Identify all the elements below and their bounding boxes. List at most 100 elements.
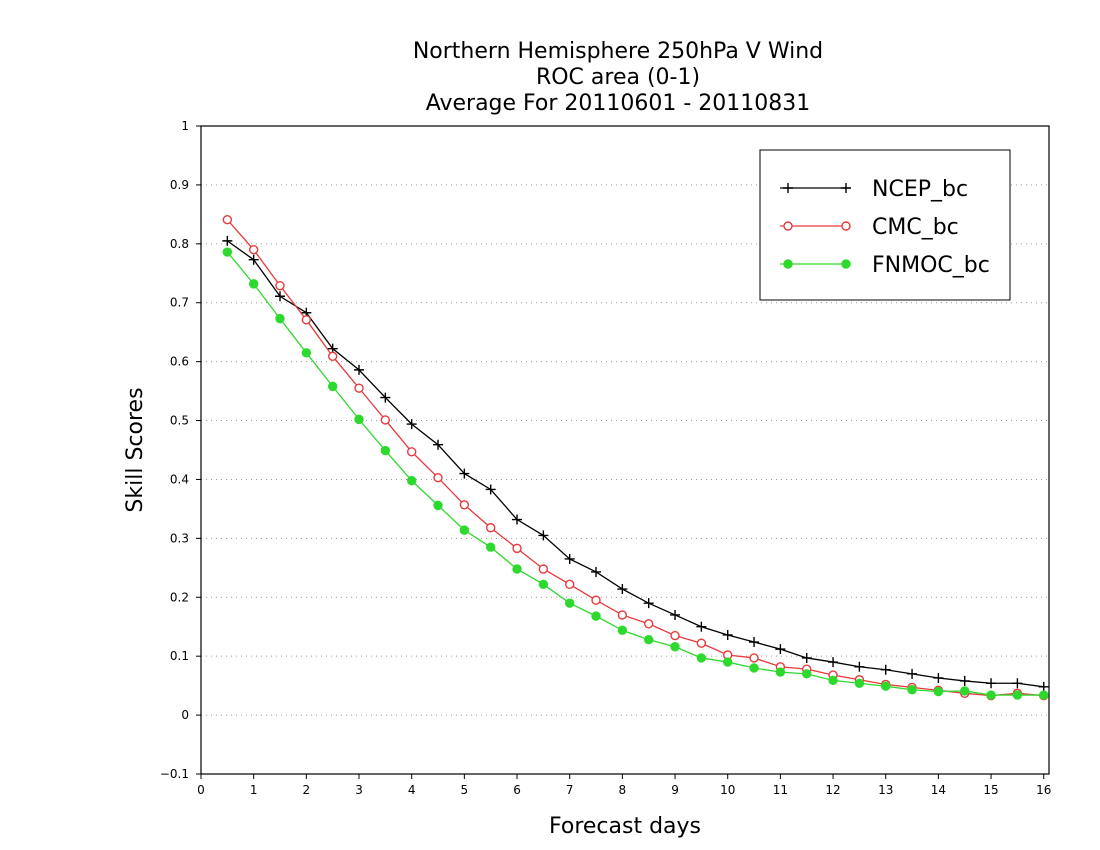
data-point-cmc-bc bbox=[459, 500, 470, 510]
x-tick-label: 6 bbox=[513, 783, 521, 797]
x-tick-label: 4 bbox=[408, 783, 416, 797]
legend-marker-ncep-bc bbox=[841, 183, 851, 193]
x-axis-label: Forecast days bbox=[549, 814, 701, 839]
data-point-cmc-bc bbox=[406, 447, 417, 457]
data-point-fnmoc-bc bbox=[1012, 690, 1023, 700]
legend-marker-cmc-bc bbox=[841, 221, 851, 231]
data-point-fnmoc-bc bbox=[960, 686, 970, 696]
data-point-ncep-bc bbox=[248, 254, 259, 265]
data-point-ncep-bc bbox=[380, 392, 391, 403]
plot-frame bbox=[200, 125, 1050, 775]
x-tick-label: 11 bbox=[773, 783, 788, 797]
y-tick-label: 0.9 bbox=[170, 178, 189, 192]
data-point-cmc-bc bbox=[248, 245, 259, 255]
y-tick-label: 0.6 bbox=[170, 355, 189, 369]
data-point-fnmoc-bc bbox=[406, 475, 417, 486]
data-point-fnmoc-bc bbox=[828, 675, 838, 686]
data-point-fnmoc-bc bbox=[485, 542, 496, 552]
data-point-fnmoc-bc bbox=[617, 625, 628, 635]
series-fnmoc-bc bbox=[222, 247, 1049, 700]
data-point-ncep-bc bbox=[222, 235, 233, 246]
data-point-ncep-bc bbox=[275, 291, 286, 302]
chart-title-line-3: Average For 20110601 - 20110831 bbox=[426, 91, 811, 116]
data-point-ncep-bc bbox=[459, 468, 470, 479]
data-point-ncep-bc bbox=[1012, 678, 1023, 689]
y-tick-label: 0.2 bbox=[170, 590, 189, 604]
y-axis-label: Skill Scores bbox=[123, 387, 148, 512]
data-point-fnmoc-bc bbox=[854, 678, 865, 688]
x-tick-label: 9 bbox=[671, 783, 679, 797]
y-tick-label: 1 bbox=[181, 119, 189, 133]
data-point-cmc-bc bbox=[644, 619, 654, 629]
y-tick-label: 0.5 bbox=[170, 414, 189, 428]
data-point-ncep-bc bbox=[643, 598, 654, 609]
chart-title-line-1: Northern Hemisphere 250hPa V Wind bbox=[413, 39, 823, 64]
x-tick-label: 12 bbox=[825, 783, 840, 797]
y-tick-label: 0.3 bbox=[170, 531, 189, 545]
data-point-ncep-bc bbox=[749, 637, 760, 648]
x-tick-label: 5 bbox=[461, 783, 469, 797]
data-point-fnmoc-bc bbox=[644, 634, 654, 645]
data-point-ncep-bc bbox=[959, 675, 970, 686]
legend-entry-fnmoc-bc: FNMOC_bc bbox=[780, 253, 990, 278]
x-tick-label: 7 bbox=[566, 783, 574, 797]
data-point-fnmoc-bc bbox=[301, 348, 312, 358]
data-point-fnmoc-bc bbox=[670, 642, 680, 652]
x-tick-label: 0 bbox=[197, 783, 205, 797]
data-point-cmc-bc bbox=[354, 383, 364, 393]
data-point-cmc-bc bbox=[749, 653, 759, 663]
data-point-fnmoc-bc bbox=[591, 611, 601, 621]
data-point-cmc-bc bbox=[591, 595, 601, 605]
data-point-cmc-bc bbox=[696, 638, 707, 648]
x-tick-label: 15 bbox=[983, 783, 998, 797]
legend-marker-cmc-bc bbox=[783, 221, 793, 231]
legend: NCEP_bc CMC_bc FNMOC_bc bbox=[759, 149, 1011, 301]
x-tick-label: 3 bbox=[355, 783, 363, 797]
data-point-fnmoc-bc bbox=[802, 669, 812, 679]
x-tick-label: 16 bbox=[1036, 783, 1051, 797]
data-point-ncep-bc bbox=[801, 652, 812, 663]
y-tick-label: 0 bbox=[181, 708, 189, 722]
legend-label-cmc-bc: CMC_bc bbox=[872, 215, 959, 240]
data-point-cmc-bc bbox=[670, 630, 680, 641]
legend-label-ncep-bc: NCEP_bc bbox=[872, 177, 968, 202]
x-tick-label: 2 bbox=[303, 783, 311, 797]
data-point-cmc-bc bbox=[380, 415, 391, 425]
data-point-fnmoc-bc bbox=[696, 653, 707, 663]
data-point-ncep-bc bbox=[591, 566, 602, 577]
data-point-fnmoc-bc bbox=[538, 579, 549, 590]
data-point-cmc-bc bbox=[327, 351, 338, 362]
data-point-fnmoc-bc bbox=[564, 598, 575, 608]
data-point-cmc-bc bbox=[275, 280, 285, 291]
data-point-cmc-bc bbox=[538, 564, 549, 574]
data-point-fnmoc-bc bbox=[723, 657, 733, 667]
data-point-fnmoc-bc bbox=[512, 564, 522, 574]
legend-box bbox=[759, 149, 1011, 301]
data-point-cmc-bc bbox=[301, 315, 312, 325]
data-point-ncep-bc bbox=[354, 364, 365, 375]
data-point-fnmoc-bc bbox=[327, 381, 338, 392]
y-tick-label: 0.1 bbox=[170, 649, 189, 663]
data-point-ncep-bc bbox=[722, 629, 733, 640]
data-point-cmc-bc bbox=[433, 472, 443, 483]
series-line-fnmoc-bc bbox=[226, 251, 1044, 696]
data-point-cmc-bc bbox=[512, 543, 522, 554]
data-point-fnmoc-bc bbox=[222, 247, 233, 257]
data-point-ncep-bc bbox=[775, 644, 786, 655]
x-tick-label: 14 bbox=[931, 783, 946, 797]
titles: Northern Hemisphere 250hPa V Wind ROC ar… bbox=[123, 39, 823, 839]
x-tick-label: 1 bbox=[250, 783, 258, 797]
data-point-fnmoc-bc bbox=[433, 500, 443, 511]
chart-title-line-2: ROC area (0-1) bbox=[536, 65, 700, 90]
x-tick-label: 13 bbox=[878, 783, 893, 797]
data-point-ncep-bc bbox=[538, 530, 549, 541]
legend-entry-ncep-bc: NCEP_bc bbox=[780, 177, 968, 202]
data-point-ncep-bc bbox=[933, 672, 944, 683]
legend-label-fnmoc-bc: FNMOC_bc bbox=[872, 253, 990, 278]
data-point-ncep-bc bbox=[828, 657, 839, 668]
data-point-fnmoc-bc bbox=[459, 525, 470, 535]
data-point-fnmoc-bc bbox=[907, 685, 917, 695]
series-ncep-bc bbox=[222, 235, 1049, 692]
data-point-fnmoc-bc bbox=[775, 667, 786, 677]
data-point-ncep-bc bbox=[670, 609, 681, 620]
